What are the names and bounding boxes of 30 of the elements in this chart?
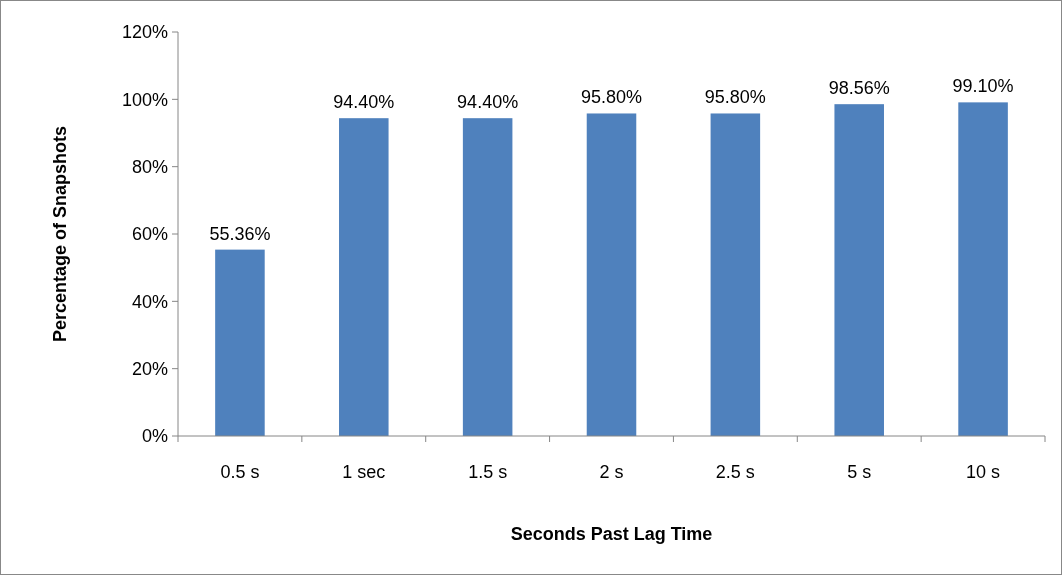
y-tick-label: 100%	[121, 89, 168, 110]
y-tick-label: 0%	[141, 426, 168, 447]
y-tick-label: 60%	[131, 224, 168, 245]
y-tick-label: 120%	[121, 22, 168, 43]
x-tick-label: 2.5 s	[715, 462, 755, 482]
x-tick-label: 0.5 s	[220, 462, 260, 482]
data-label: 55.36%	[209, 223, 271, 244]
y-tick-label: 40%	[131, 291, 168, 312]
data-label: 95.80%	[580, 87, 643, 108]
x-tick-label: 1 sec	[342, 462, 386, 482]
data-label: 94.40%	[333, 92, 395, 113]
bar	[462, 118, 513, 436]
bar	[958, 102, 1008, 436]
data-label: 94.40%	[457, 92, 519, 113]
bar	[339, 118, 389, 436]
bar	[586, 113, 637, 436]
x-axis-title: Seconds Past Lag Time	[510, 524, 713, 544]
x-tick-label: 10 s	[966, 462, 1001, 482]
bar	[710, 113, 761, 436]
x-tick-label: 1.5 s	[468, 462, 508, 482]
y-tick-label: 20%	[131, 358, 168, 379]
x-tick-label: 5 s	[847, 462, 872, 482]
x-tick-label: 2 s	[599, 462, 624, 482]
data-label: 99.10%	[952, 76, 1014, 97]
data-label: 98.56%	[828, 78, 890, 99]
data-label: 95.80%	[704, 87, 766, 108]
bar	[834, 104, 884, 436]
bar	[215, 249, 265, 436]
y-tick-label: 80%	[131, 156, 168, 177]
y-axis-title: Percentage of Snapshots	[50, 125, 70, 343]
